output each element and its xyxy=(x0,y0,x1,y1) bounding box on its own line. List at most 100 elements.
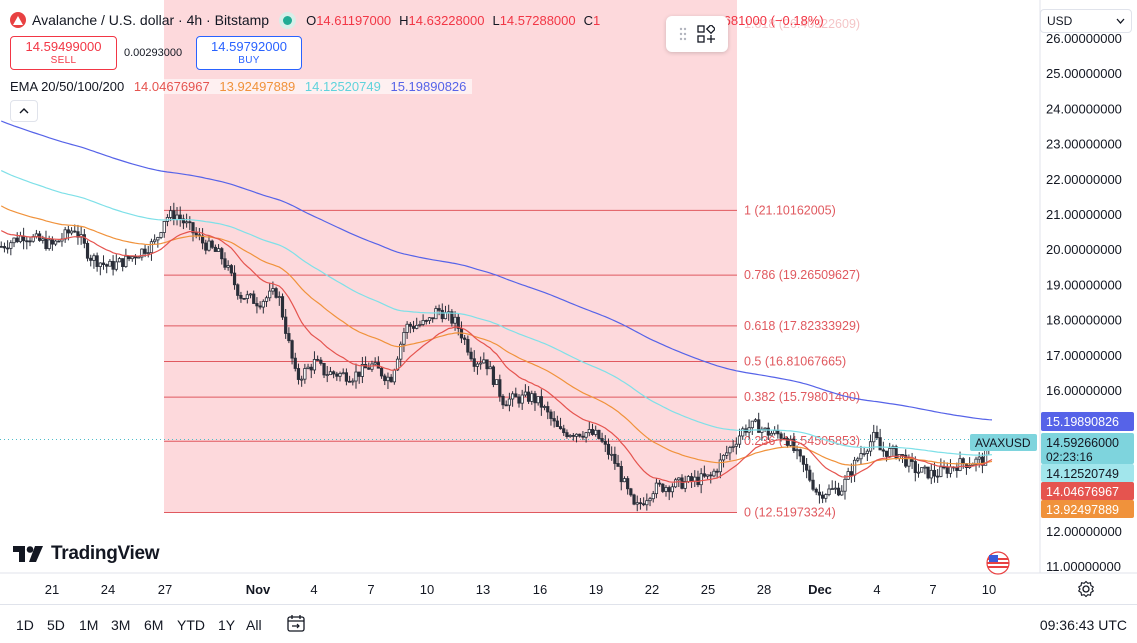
candle-down xyxy=(785,438,790,446)
tradingview-name: TradingView xyxy=(51,543,160,564)
ema50-price-tag-bg xyxy=(1041,500,1134,518)
candle-up xyxy=(568,435,572,437)
price-tick-label: 23.00000000 xyxy=(1046,137,1122,152)
ema20-line xyxy=(0,230,993,483)
timeframe-3m[interactable]: 3M xyxy=(111,617,131,633)
price-tick-label: 16.00000000 xyxy=(1046,383,1122,398)
timeframe-ytd[interactable]: YTD xyxy=(177,617,205,633)
timeframe-5d[interactable]: 5D xyxy=(47,617,65,633)
currency-select[interactable]: USD xyxy=(1040,9,1132,33)
candle-down xyxy=(878,437,882,451)
candle-up xyxy=(843,478,847,492)
candle-down xyxy=(357,371,361,377)
candle-up xyxy=(789,438,793,446)
ema200-price-tag-bg xyxy=(1041,412,1134,431)
time-tick-label: 13 xyxy=(476,582,490,597)
fib-level-label: 0.382 (15.79801400) xyxy=(744,390,860,404)
ema200-price-tag: 15.19890826 xyxy=(1046,415,1119,429)
candle-down xyxy=(881,449,885,452)
candle-down xyxy=(57,240,61,243)
candle-down xyxy=(562,428,566,434)
candle-up xyxy=(41,238,45,241)
candle-up xyxy=(53,240,58,245)
candle-up xyxy=(868,441,873,452)
candle-up xyxy=(507,398,512,406)
candle-up xyxy=(542,406,547,408)
candle-up xyxy=(587,429,591,434)
candle-up xyxy=(370,363,374,370)
symbol-title[interactable]: Avalanche / U.S. dollar · 4h · Bitstamp xyxy=(32,12,270,28)
candle-down xyxy=(379,367,384,377)
candle-down xyxy=(884,450,889,457)
candle-up xyxy=(769,432,774,436)
candle-down xyxy=(936,475,940,478)
candle-down xyxy=(213,246,217,252)
candle-up xyxy=(392,369,396,383)
candle-up xyxy=(479,362,483,365)
high-label: H xyxy=(399,12,409,28)
candle-down xyxy=(133,256,138,259)
candle-down xyxy=(223,258,227,268)
settings-gear-icon[interactable] xyxy=(1077,580,1095,598)
candle-up xyxy=(159,232,163,238)
drag-handle-icon[interactable] xyxy=(679,26,687,42)
timeframe-6m[interactable]: 6M xyxy=(144,617,164,633)
candle-down xyxy=(280,296,285,318)
candle-down xyxy=(293,357,297,369)
tradingview-logo[interactable]: TradingView xyxy=(13,543,160,565)
candle-down xyxy=(555,420,559,427)
candle-down xyxy=(210,240,214,248)
candle-up xyxy=(226,265,230,268)
candle-down xyxy=(600,438,604,442)
ema-legend[interactable]: EMA 20/50/100/200 14.04676967 13.9249788… xyxy=(10,79,473,94)
candle-down xyxy=(875,431,879,439)
candle-up xyxy=(673,479,678,488)
object-tree-widget[interactable] xyxy=(666,16,728,52)
buy-button[interactable]: 14.59792000 BUY xyxy=(196,36,302,70)
candle-up xyxy=(948,466,953,474)
candle-up xyxy=(12,237,16,244)
timeframe-all[interactable]: All xyxy=(246,617,262,633)
calendar-goto-icon[interactable] xyxy=(286,614,306,634)
spread-value: 0.00293000 xyxy=(124,47,183,59)
candle-down xyxy=(332,371,336,375)
candle-down xyxy=(526,391,531,402)
candle-down xyxy=(15,237,19,243)
candle-up xyxy=(117,258,122,263)
candle-down xyxy=(121,258,125,268)
candle-up xyxy=(574,433,579,437)
collapse-legend-button[interactable] xyxy=(10,100,38,122)
time-tick-label: 21 xyxy=(45,582,59,597)
candle-up xyxy=(124,255,128,268)
candle-up xyxy=(421,320,425,325)
candle-down xyxy=(552,418,556,422)
timeframe-1y[interactable]: 1Y xyxy=(218,617,236,633)
candle-down xyxy=(913,461,917,474)
sell-button[interactable]: 14.59499000 SELL xyxy=(10,36,117,70)
candle-up xyxy=(725,452,729,456)
timeframe-1m[interactable]: 1M xyxy=(79,617,99,633)
candle-down xyxy=(626,478,630,490)
candle-up xyxy=(325,374,329,377)
candle-down xyxy=(274,288,278,298)
candle-down xyxy=(172,210,176,220)
utc-clock[interactable]: 09:36:43 UTC xyxy=(1039,617,1127,633)
add-widget-icon[interactable] xyxy=(697,25,715,43)
timeframe-1d[interactable]: 1D xyxy=(16,617,34,633)
market-status-icon[interactable] xyxy=(283,15,293,25)
ohlc-close: C1 xyxy=(584,13,601,28)
ema100-price-tag: 14.12520749 xyxy=(1046,467,1119,481)
us-flag-icon[interactable] xyxy=(984,550,1012,576)
candle-up xyxy=(108,260,112,267)
candle-up xyxy=(651,493,655,500)
candle-up xyxy=(840,490,844,496)
candle-down xyxy=(801,455,806,465)
candle-down xyxy=(95,255,99,267)
candle-up xyxy=(277,296,281,299)
candle-down xyxy=(383,375,387,382)
candle-down xyxy=(638,502,643,505)
candle-down xyxy=(558,426,563,430)
time-tick-label: 28 xyxy=(757,582,771,597)
candle-up xyxy=(386,376,390,382)
